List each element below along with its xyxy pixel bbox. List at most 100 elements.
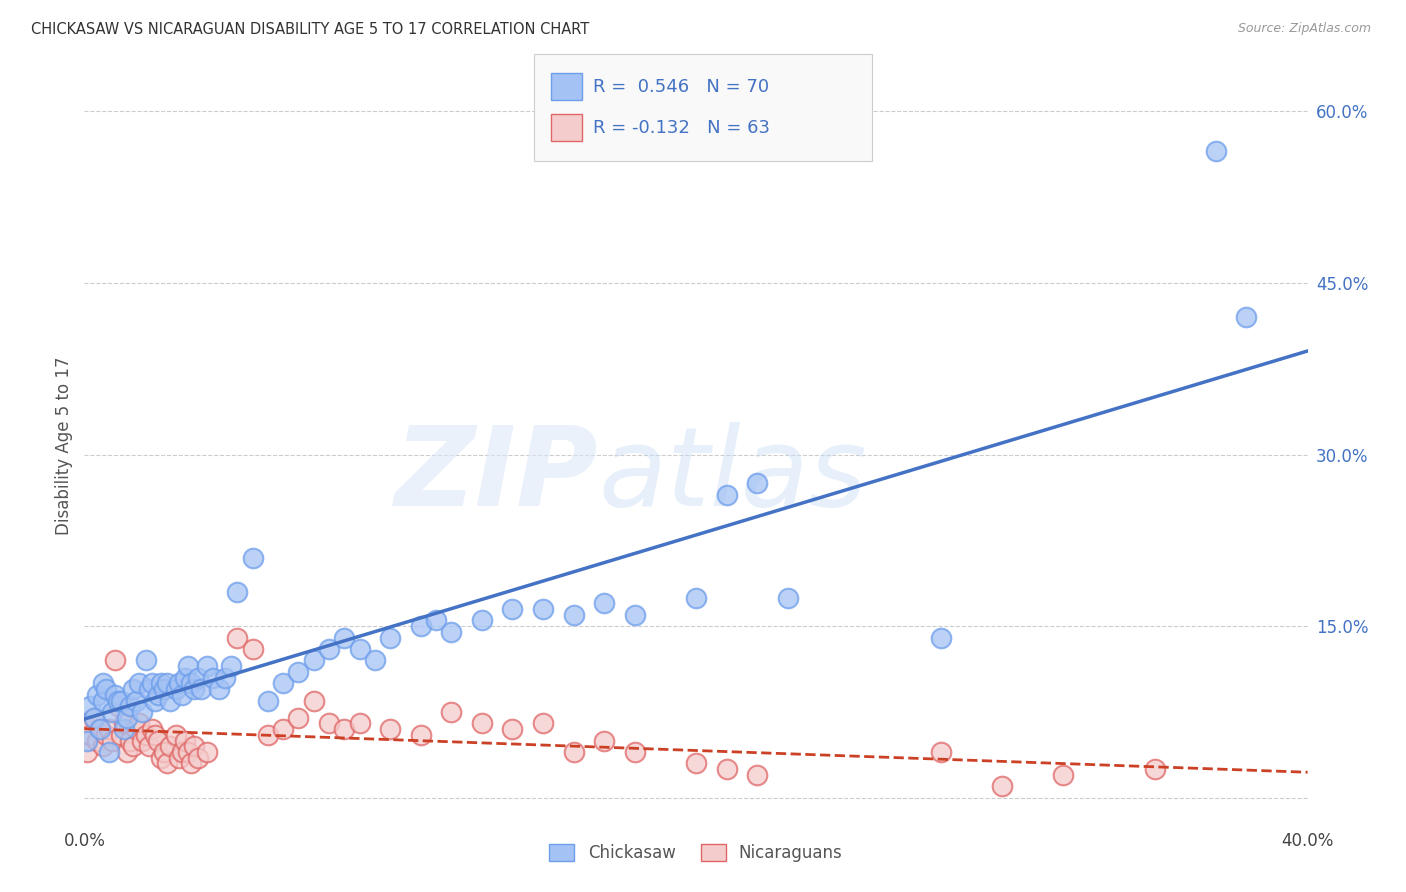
Point xyxy=(159,739,181,754)
Point xyxy=(104,653,127,667)
Point xyxy=(146,733,169,747)
Point xyxy=(242,550,264,565)
Point xyxy=(257,728,280,742)
Point xyxy=(364,653,387,667)
Point xyxy=(1205,145,1227,159)
Text: atlas: atlas xyxy=(598,423,866,530)
Point xyxy=(716,762,738,776)
Point xyxy=(138,682,160,697)
Point xyxy=(122,739,145,754)
Point xyxy=(91,693,114,707)
Point xyxy=(86,733,108,747)
Text: ZIP: ZIP xyxy=(395,423,598,530)
Point xyxy=(76,745,98,759)
Point xyxy=(471,614,494,628)
Y-axis label: Disability Age 5 to 17: Disability Age 5 to 17 xyxy=(55,357,73,535)
Point xyxy=(287,711,309,725)
Point xyxy=(112,722,135,736)
Point xyxy=(929,745,952,759)
Point xyxy=(502,602,524,616)
Point xyxy=(174,733,197,747)
Point xyxy=(89,722,111,736)
Point xyxy=(502,722,524,736)
Point xyxy=(153,745,176,759)
Point xyxy=(593,733,616,747)
Point xyxy=(409,619,432,633)
Point xyxy=(776,591,799,605)
Point xyxy=(101,733,124,747)
Point xyxy=(94,682,117,697)
Point xyxy=(115,745,138,759)
Point xyxy=(271,676,294,690)
Point xyxy=(208,682,231,697)
Point xyxy=(122,682,145,697)
Point xyxy=(131,705,153,719)
Point xyxy=(186,750,208,764)
Point xyxy=(94,728,117,742)
Point xyxy=(562,745,585,759)
Point xyxy=(135,653,157,667)
Point xyxy=(380,722,402,736)
Point xyxy=(219,659,242,673)
Point xyxy=(201,671,224,685)
Point xyxy=(107,693,129,707)
Point xyxy=(76,733,98,747)
Point xyxy=(349,716,371,731)
Text: Source: ZipAtlas.com: Source: ZipAtlas.com xyxy=(1237,22,1371,36)
Point xyxy=(91,739,114,754)
Point xyxy=(271,722,294,736)
Point xyxy=(333,722,356,736)
Point xyxy=(83,711,105,725)
Text: R =  0.546   N = 70: R = 0.546 N = 70 xyxy=(593,78,769,95)
Point xyxy=(440,705,463,719)
Point xyxy=(128,676,150,690)
Point xyxy=(747,476,769,491)
Point xyxy=(318,716,340,731)
Text: R = -0.132   N = 63: R = -0.132 N = 63 xyxy=(593,119,770,136)
Point xyxy=(716,488,738,502)
Point xyxy=(97,745,120,759)
Point xyxy=(302,653,325,667)
Point xyxy=(991,780,1014,794)
Point xyxy=(112,716,135,731)
Point xyxy=(131,733,153,747)
Point xyxy=(685,756,707,771)
Point xyxy=(165,728,187,742)
Point xyxy=(104,688,127,702)
Point xyxy=(174,671,197,685)
Point xyxy=(125,722,148,736)
Point xyxy=(747,768,769,782)
Text: CHICKASAW VS NICARAGUAN DISABILITY AGE 5 TO 17 CORRELATION CHART: CHICKASAW VS NICARAGUAN DISABILITY AGE 5… xyxy=(31,22,589,37)
Point xyxy=(624,607,647,622)
Point xyxy=(91,676,114,690)
Point xyxy=(177,659,200,673)
Point xyxy=(1143,762,1166,776)
Point xyxy=(73,716,96,731)
Point xyxy=(593,596,616,610)
Point xyxy=(1052,768,1074,782)
Point xyxy=(86,688,108,702)
Point xyxy=(186,671,208,685)
Point xyxy=(195,745,218,759)
Point xyxy=(156,756,179,771)
Point xyxy=(125,693,148,707)
Point xyxy=(83,711,105,725)
Point xyxy=(409,728,432,742)
Point xyxy=(172,745,194,759)
Point xyxy=(257,693,280,707)
Point xyxy=(110,693,132,707)
Point xyxy=(214,671,236,685)
Point xyxy=(531,602,554,616)
Point xyxy=(471,716,494,731)
Point xyxy=(685,591,707,605)
Point xyxy=(333,631,356,645)
Point xyxy=(159,693,181,707)
Point xyxy=(101,705,124,719)
Point xyxy=(183,739,205,754)
Point xyxy=(1236,310,1258,325)
Legend: Chickasaw, Nicaraguans: Chickasaw, Nicaraguans xyxy=(543,837,849,869)
Point xyxy=(146,688,169,702)
Point xyxy=(425,614,447,628)
Point xyxy=(440,624,463,639)
Point xyxy=(141,722,163,736)
